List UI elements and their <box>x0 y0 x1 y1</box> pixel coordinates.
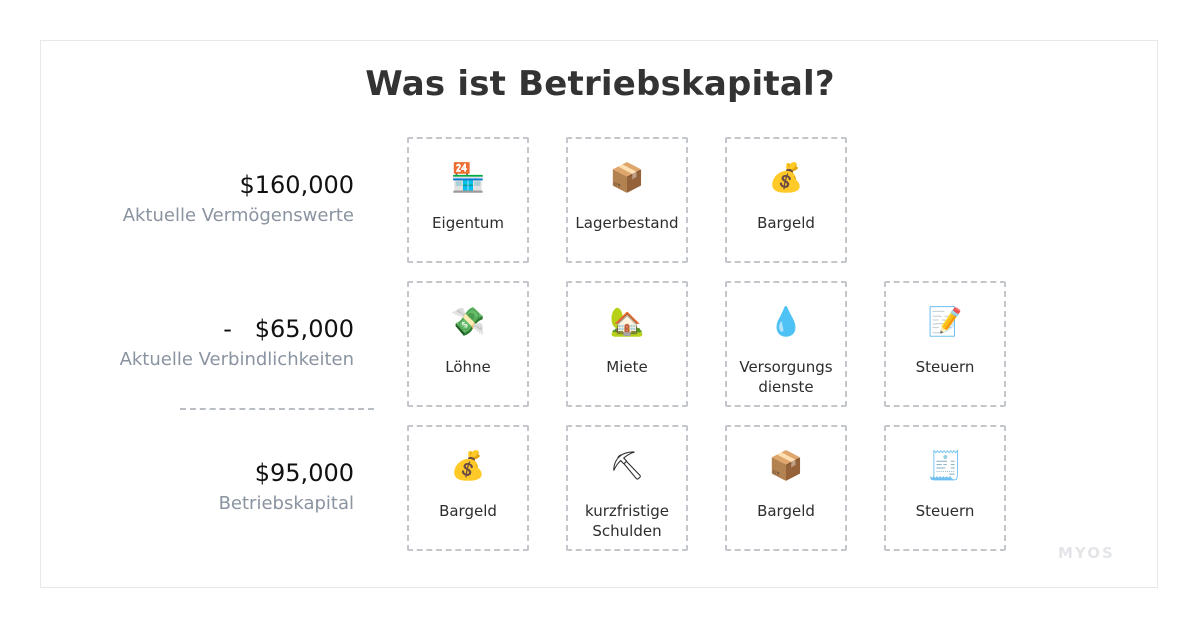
convenience-store-icon: 🏪 <box>450 161 486 194</box>
card-wages: 💸 Löhne <box>407 281 529 407</box>
subtraction-separator <box>180 408 374 410</box>
receipt-icon: 🧾 <box>927 449 963 482</box>
card-label: Miete <box>606 358 648 376</box>
pick-icon: ⛏ <box>609 449 645 482</box>
card-label: Eigentum <box>432 214 504 232</box>
amount-current-assets: $160,000 <box>239 171 354 199</box>
droplet-icon: 💧 <box>768 305 804 338</box>
card-cash-package: 📦 Bargeld <box>725 425 847 551</box>
card-label: Steuern <box>915 358 975 376</box>
card-label: Bargeld <box>757 502 815 520</box>
money-bag-icon: 💰 <box>450 449 486 482</box>
caption-current-liabilities: Aktuelle Verbindlichkeiten <box>119 349 354 370</box>
house-with-garden-icon: 🏡 <box>609 305 645 338</box>
card-rent: 🏡 Miete <box>566 281 688 407</box>
card-label: Lagerbestand <box>575 214 679 232</box>
caption-working-capital: Betriebskapital <box>218 493 354 514</box>
row-label-current-liabilities: - $65,000 Aktuelle Verbindlichkeiten <box>24 314 354 372</box>
content-frame <box>40 40 1158 588</box>
money-bag-icon: 💰 <box>768 161 804 194</box>
package-icon: 📦 <box>609 161 645 194</box>
card-label: Bargeld <box>439 502 497 520</box>
package-icon: 📦 <box>768 449 804 482</box>
card-taxes-receipt: 🧾 Steuern <box>884 425 1006 551</box>
card-inventory: 📦 Lagerbestand <box>566 137 688 263</box>
caption-current-assets: Aktuelle Vermögenswerte <box>122 205 354 226</box>
row-label-working-capital: $95,000 Betriebskapital <box>24 458 354 516</box>
card-taxes: 📝 Steuern <box>884 281 1006 407</box>
card-label: Versorgungs dienste <box>739 358 833 396</box>
money-with-wings-icon: 💸 <box>450 305 486 338</box>
card-utilities: 💧 Versorgungs dienste <box>725 281 847 407</box>
card-label: Steuern <box>915 502 975 520</box>
page-title: Was ist Betriebskapital? <box>365 64 835 104</box>
card-short-term-debt: ⛏ kurzfristige Schulden <box>566 425 688 551</box>
amount-current-liabilities: - $65,000 <box>223 315 354 343</box>
myos-logo: MYOS <box>1058 544 1115 562</box>
card-cash-result: 💰 Bargeld <box>407 425 529 551</box>
card-label: Löhne <box>445 358 491 376</box>
row-label-current-assets: $160,000 Aktuelle Vermögenswerte <box>24 170 354 228</box>
card-label: kurzfristige Schulden <box>584 502 669 540</box>
card-cash: 💰 Bargeld <box>725 137 847 263</box>
amount-working-capital: $95,000 <box>254 459 354 487</box>
card-label: Bargeld <box>757 214 815 232</box>
card-property: 🏪 Eigentum <box>407 137 529 263</box>
memo-icon: 📝 <box>927 305 963 338</box>
